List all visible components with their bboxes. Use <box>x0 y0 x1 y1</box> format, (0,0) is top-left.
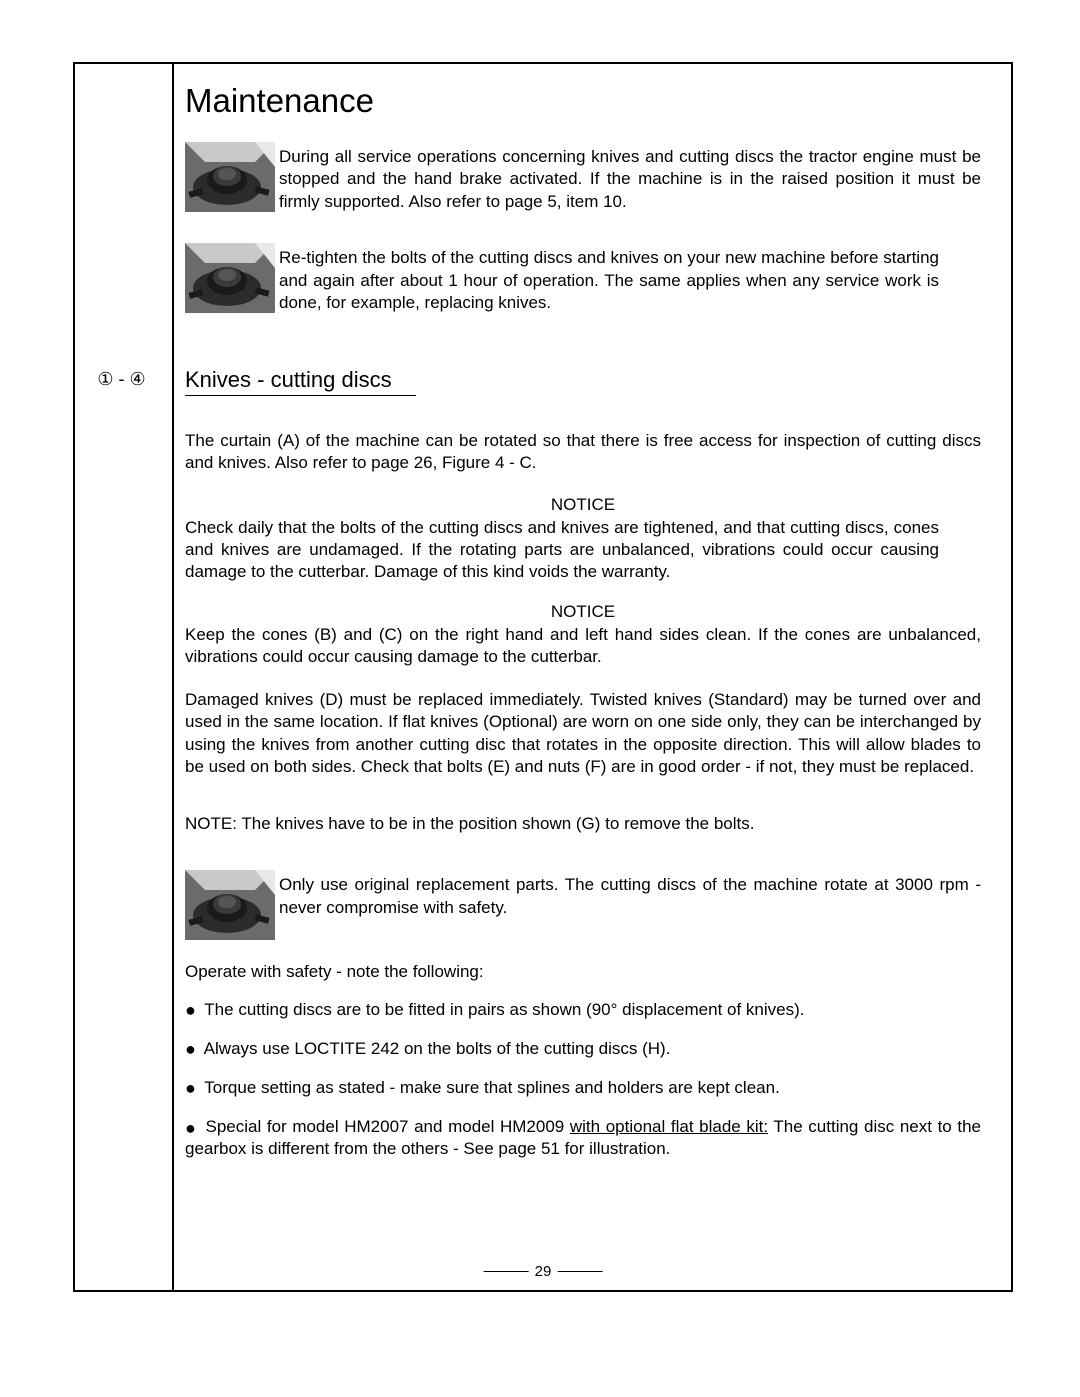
damaged-paragraph: Damaged knives (D) must be replaced imme… <box>185 689 981 779</box>
content-column: Maintenance During all service operation… <box>185 82 981 1290</box>
bullet-intro: Operate with safety - note the following… <box>185 962 981 982</box>
pn-line-left <box>484 1271 529 1272</box>
bullet-icon: ● <box>185 1000 196 1021</box>
warning-block-3: Only use original replacement parts. The… <box>185 870 981 940</box>
warning-text-1: During all service operations concerning… <box>279 142 981 213</box>
page-number-text: 29 <box>535 1263 552 1280</box>
bullet-item: ● Torque setting as stated - make sure t… <box>185 1078 981 1099</box>
section-marker: ① - ④ <box>73 369 170 390</box>
notice-body-2: Keep the cones (B) and (C) on the right … <box>185 624 981 669</box>
page-number: 29 <box>478 1263 609 1280</box>
column-divider <box>172 64 174 1290</box>
bullet-icon: ● <box>185 1078 196 1099</box>
bullet-icon: ● <box>185 1039 196 1060</box>
knives-section: ① - ④ Knives - cutting discs The curtain… <box>185 367 981 1159</box>
bullet-icon: ● <box>185 1118 196 1139</box>
bullet-item-special: ● Special for model HM2007 and model HM2… <box>185 1117 981 1158</box>
notice-label-2: NOTICE <box>185 602 981 622</box>
bullet-item: ● The cutting discs are to be fitted in … <box>185 1000 981 1021</box>
section-title: Knives - cutting discs <box>185 367 416 396</box>
intro-paragraph: The curtain (A) of the machine can be ro… <box>185 430 981 475</box>
page-frame: Maintenance During all service operation… <box>73 62 1013 1292</box>
warning-block-1: During all service operations concerning… <box>185 142 981 213</box>
bullet-item: ● Always use LOCTITE 242 on the bolts of… <box>185 1039 981 1060</box>
warning-text-3: Only use original replacement parts. The… <box>279 870 981 919</box>
note-line: NOTE: The knives have to be in the posit… <box>185 814 981 834</box>
pn-line-right <box>557 1271 602 1272</box>
bullet-text: Always use LOCTITE 242 on the bolts of t… <box>204 1039 671 1058</box>
notice-body-1: Check daily that the bolts of the cuttin… <box>185 517 981 584</box>
page-title: Maintenance <box>185 82 981 120</box>
bullet-special-prefix: Special for model HM2007 and model HM200… <box>206 1117 570 1136</box>
bullet-special-underlined: with optional flat blade kit: <box>570 1117 768 1136</box>
cutting-disc-icon <box>185 870 275 940</box>
notice-label-1: NOTICE <box>185 495 981 515</box>
bullet-text: The cutting discs are to be fitted in pa… <box>204 1000 804 1019</box>
bullet-text: Torque setting as stated - make sure tha… <box>204 1078 780 1097</box>
cutting-disc-icon <box>185 142 275 212</box>
cutting-disc-icon <box>185 243 275 313</box>
warning-text-2: Re-tighten the bolts of the cutting disc… <box>279 243 981 314</box>
warning-block-2: Re-tighten the bolts of the cutting disc… <box>185 243 981 314</box>
